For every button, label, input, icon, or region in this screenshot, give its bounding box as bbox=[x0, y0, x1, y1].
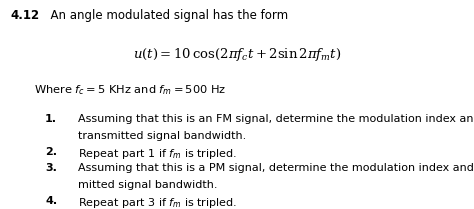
Text: Where $f_c = 5$ KHz and $f_m = 500$ Hz: Where $f_c = 5$ KHz and $f_m = 500$ Hz bbox=[34, 84, 227, 97]
Text: An angle modulated signal has the form: An angle modulated signal has the form bbox=[43, 9, 288, 22]
Text: 1.: 1. bbox=[45, 114, 57, 124]
Text: Repeat part 1 if $f_m$ is tripled.: Repeat part 1 if $f_m$ is tripled. bbox=[78, 147, 237, 161]
Text: Repeat part 3 if $f_m$ is tripled.: Repeat part 3 if $f_m$ is tripled. bbox=[78, 196, 237, 209]
Text: Assuming that this is a PM signal, determine the modulation index and the trans-: Assuming that this is a PM signal, deter… bbox=[78, 163, 474, 173]
Text: $u(t) = 10\,\cos(2\pi f_c t + 2\sin 2\pi f_m t)$: $u(t) = 10\,\cos(2\pi f_c t + 2\sin 2\pi… bbox=[133, 46, 341, 63]
Text: 2.: 2. bbox=[45, 147, 57, 157]
Text: 4.: 4. bbox=[45, 196, 57, 206]
Text: mitted signal bandwidth.: mitted signal bandwidth. bbox=[78, 180, 218, 190]
Text: transmitted signal bandwidth.: transmitted signal bandwidth. bbox=[78, 131, 246, 141]
Text: Assuming that this is an FM signal, determine the modulation index and the: Assuming that this is an FM signal, dete… bbox=[78, 114, 474, 124]
Text: 4.12: 4.12 bbox=[10, 9, 39, 22]
Text: 3.: 3. bbox=[45, 163, 57, 173]
